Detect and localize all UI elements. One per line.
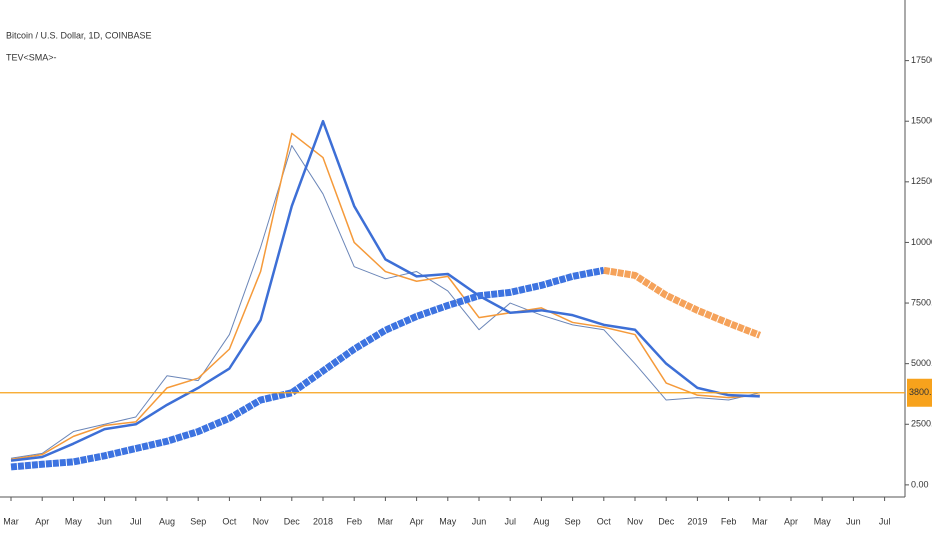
y-tick-label: 2500.00 bbox=[911, 419, 932, 429]
x-tick-label: Mar bbox=[3, 516, 19, 526]
x-tick-label: Feb bbox=[346, 516, 362, 526]
x-tick-label: Jun bbox=[846, 516, 861, 526]
x-tick-label: Nov bbox=[253, 516, 270, 526]
chart-title: Bitcoin / U.S. Dollar, 1D, COINBASE bbox=[6, 30, 152, 40]
price-label-box bbox=[907, 378, 932, 407]
series-line bbox=[10, 132, 760, 461]
x-tick-label: Jul bbox=[504, 516, 516, 526]
y-tick-label: 17500.00 bbox=[911, 55, 932, 65]
x-tick-label: 2018 bbox=[313, 516, 333, 526]
x-tick-label: 2019 bbox=[687, 516, 707, 526]
x-tick-label: Jul bbox=[130, 516, 142, 526]
x-tick-label: Sep bbox=[190, 516, 206, 526]
x-tick-label: May bbox=[65, 516, 83, 526]
y-tick-label: 15000.00 bbox=[911, 116, 932, 126]
series-line bbox=[603, 266, 762, 339]
indicator-label: TEV<SMA>- bbox=[6, 52, 57, 62]
x-tick-label: Jun bbox=[472, 516, 487, 526]
price-label: 3800.16 bbox=[909, 387, 932, 397]
x-tick-label: Apr bbox=[784, 516, 798, 526]
x-tick-label: Mar bbox=[752, 516, 768, 526]
series-line bbox=[10, 144, 760, 459]
x-tick-label: Aug bbox=[533, 516, 549, 526]
x-tick-label: Sep bbox=[565, 516, 581, 526]
y-tick-label: 0.00 bbox=[911, 479, 929, 489]
x-tick-label: Dec bbox=[284, 516, 301, 526]
x-tick-label: Aug bbox=[159, 516, 175, 526]
x-tick-label: Feb bbox=[721, 516, 737, 526]
x-tick-label: Oct bbox=[222, 516, 237, 526]
y-tick-label: 10000.00 bbox=[911, 237, 932, 247]
x-tick-label: Nov bbox=[627, 516, 644, 526]
series-line bbox=[10, 119, 760, 462]
y-tick-label: 7500.00 bbox=[911, 297, 932, 307]
x-tick-label: Oct bbox=[597, 516, 612, 526]
x-tick-label: Jul bbox=[879, 516, 891, 526]
x-tick-label: Apr bbox=[35, 516, 49, 526]
series-line bbox=[10, 266, 605, 471]
x-tick-label: Apr bbox=[410, 516, 424, 526]
x-tick-label: Jun bbox=[97, 516, 112, 526]
x-tick-label: Mar bbox=[378, 516, 394, 526]
x-tick-label: May bbox=[439, 516, 457, 526]
y-tick-label: 12500.00 bbox=[911, 176, 932, 186]
x-tick-label: May bbox=[814, 516, 832, 526]
x-tick-label: Dec bbox=[658, 516, 675, 526]
y-tick-label: 5000.00 bbox=[911, 358, 932, 368]
